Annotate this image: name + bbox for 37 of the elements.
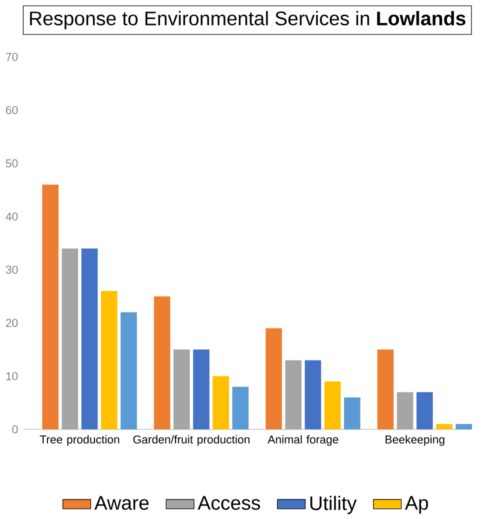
legend-label: Access xyxy=(198,496,260,510)
bar xyxy=(324,381,341,430)
x-tick-label: Tree production xyxy=(40,435,120,446)
bar xyxy=(266,328,282,430)
bar xyxy=(397,392,414,430)
y-tick-label: 40 xyxy=(6,212,18,221)
x-tick-label: Garden/fruit production xyxy=(133,435,250,446)
bar xyxy=(285,360,302,430)
bar xyxy=(154,296,170,430)
chart-title: Response to Environmental Services in Lowlands xyxy=(30,11,466,30)
bar xyxy=(344,397,360,430)
y-tick-label: 30 xyxy=(6,266,18,274)
bar xyxy=(101,291,118,430)
bar xyxy=(232,386,249,430)
bar xyxy=(377,350,394,430)
x-tick-label: Animal forage xyxy=(268,435,338,446)
legend-label: Utility xyxy=(310,496,357,514)
y-tick-label: 70 xyxy=(6,52,18,61)
bar xyxy=(42,184,59,430)
legend-label: Aware xyxy=(94,496,149,510)
bar xyxy=(212,376,230,430)
bar xyxy=(120,312,138,430)
bar xyxy=(62,248,78,430)
bar xyxy=(456,424,472,430)
y-tick-label: 10 xyxy=(6,372,18,380)
bar xyxy=(174,350,190,430)
bar xyxy=(304,360,322,430)
x-tick-label: Beekeeping xyxy=(386,435,444,446)
y-tick-label: 60 xyxy=(6,106,18,114)
bar xyxy=(436,424,453,430)
bar xyxy=(82,248,98,430)
y-tick-label: 50 xyxy=(6,159,18,168)
bar xyxy=(193,350,210,430)
y-tick-label: 0 xyxy=(12,425,18,434)
bar xyxy=(416,392,433,430)
legend-label: Ap xyxy=(405,496,428,514)
y-tick-label: 20 xyxy=(6,318,18,327)
